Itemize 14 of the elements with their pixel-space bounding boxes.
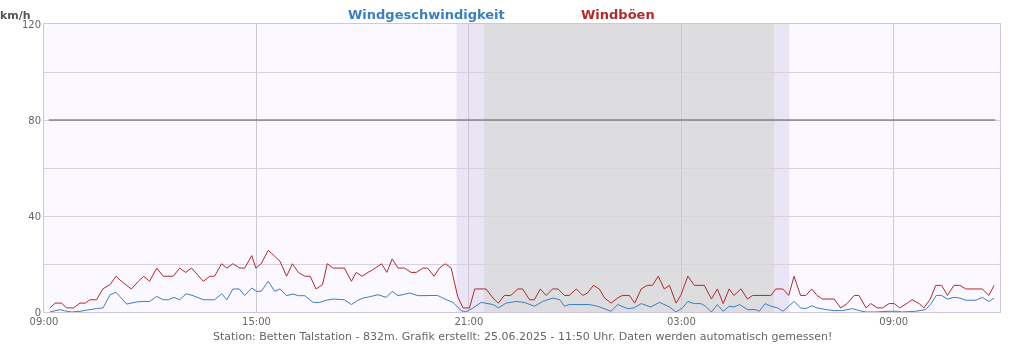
x-tick-label: 09:00: [879, 316, 909, 327]
x-tick-label: 21:00: [454, 316, 484, 327]
y-tick-label: 80: [28, 114, 41, 126]
text: Windböen: [581, 7, 655, 22]
x-tick-label: 09:00: [29, 316, 59, 327]
x-tick-label: 15:00: [242, 316, 271, 327]
text: Windgeschwindigkeit: [348, 7, 505, 22]
x-tick-label: 03:00: [666, 316, 696, 327]
text: Station: Betten Talstation - 832m. Grafik erstellt: 25.06.2025 - 11:50 Uhr. Daten werden automatisch gemessen!: [213, 330, 833, 343]
y-tick-label: 40: [28, 210, 41, 222]
y-tick-label: 120: [21, 18, 41, 30]
line-series: [49, 249, 995, 309]
line-series: [49, 280, 995, 312]
y-tick-label: 0: [34, 306, 41, 318]
